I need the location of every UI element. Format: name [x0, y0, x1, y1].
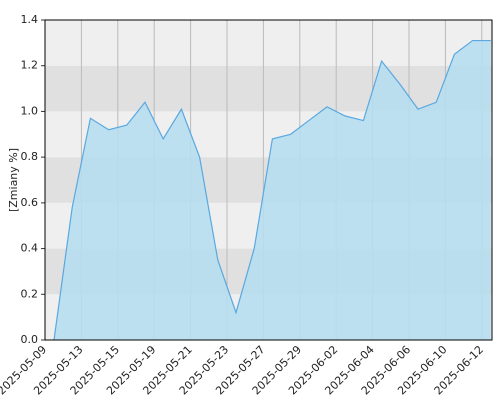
stripe [45, 20, 492, 66]
y-tick-label: 0.6 [21, 196, 39, 209]
y-tick-label: 1.0 [21, 104, 39, 117]
marks [44, 19, 493, 341]
y-tick-label: 0.0 [21, 333, 39, 346]
y-tick-label: 1.4 [21, 13, 39, 26]
y-axis-label: [Zmiany %] [7, 148, 20, 212]
y-tick-label: 1.2 [21, 59, 39, 72]
y-tick-label: 0.4 [21, 242, 39, 255]
area [54, 40, 491, 340]
y-tick-label: 0.2 [21, 287, 39, 300]
plot-frame [44, 19, 493, 341]
y-tick-label: 0.8 [21, 150, 39, 163]
stripe [45, 65, 492, 112]
line [53, 39, 491, 341]
